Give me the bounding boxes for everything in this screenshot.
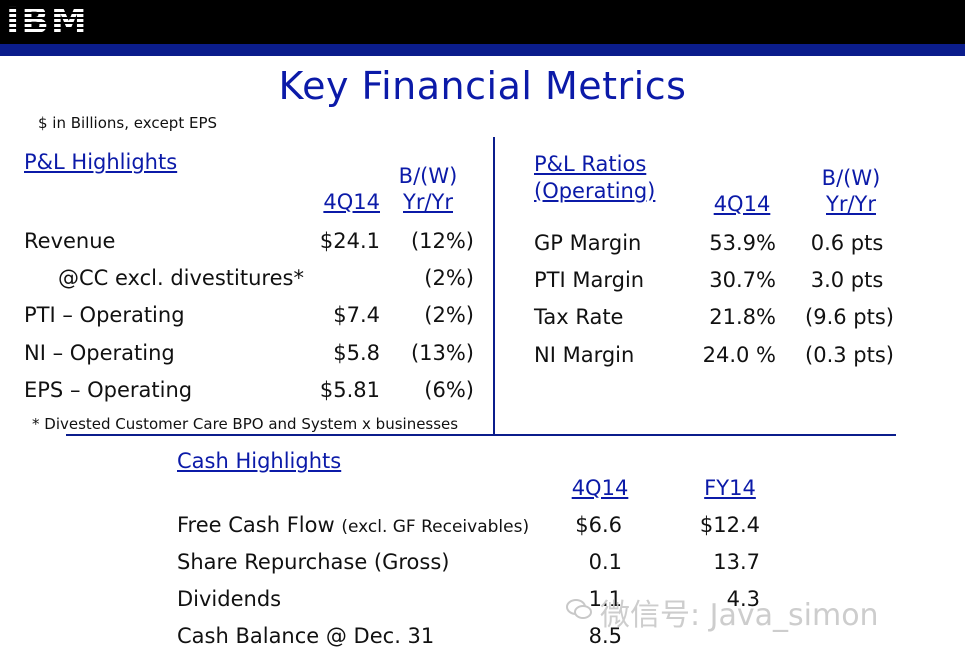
pl-row-change: (12%) [410, 229, 474, 253]
ratios-row-value: 24.0 % [702, 343, 776, 367]
pl-row-value: $5.8 [333, 341, 380, 365]
cash-row-fy: $12.4 [699, 513, 760, 537]
pl-col-bw-bottom: Yr/Yr [403, 190, 453, 214]
page-title: Key Financial Metrics [278, 64, 687, 108]
pl-col-bw-top: B/(W) [398, 164, 458, 188]
ratios-row-label: GP Margin [534, 231, 642, 255]
ratios-row-change: (0.3 pts) [805, 343, 894, 367]
pl-row-label: @CC excl. divestitures* [58, 266, 304, 290]
ratios-row-change: 3.0 pts [810, 268, 884, 292]
pl-col-period: 4Q14 [323, 190, 380, 214]
pl-highlights-heading: P&L Highlights [24, 150, 178, 174]
cash-row-fy: 13.7 [713, 550, 760, 574]
cash-row-label: Dividends [177, 587, 282, 611]
pl-row-change: (13%) [410, 341, 474, 365]
horizontal-divider [66, 434, 896, 436]
pl-row-value: $5.81 [319, 378, 380, 402]
ratios-row-label: NI Margin [534, 343, 635, 367]
cash-highlights-heading: Cash Highlights [177, 449, 342, 473]
header-blue-strip [0, 44, 965, 56]
pl-row-change: (2%) [424, 303, 474, 327]
pl-ratios-heading-line1: P&L Ratios [534, 152, 647, 176]
pl-row-label: Revenue [24, 229, 116, 253]
pl-row-label: PTI – Operating [24, 303, 185, 327]
pl-row-value: $24.1 [319, 229, 380, 253]
ratios-row-value: 30.7% [709, 268, 776, 292]
cash-row-label-main: Free Cash Flow [177, 513, 335, 537]
cash-row-label-small: (excl. GF Receivables) [341, 517, 530, 537]
ratios-row-change: 0.6 pts [810, 231, 884, 255]
header-bar: IBM [0, 0, 965, 56]
pl-row-label: EPS – Operating [24, 378, 193, 402]
watermark: 微信号: Java_simon [600, 598, 879, 633]
pl-row-value: $7.4 [333, 303, 380, 327]
cash-row-label: Cash Balance @ Dec. 31 [177, 624, 435, 648]
ratios-col-bw-top: B/(W) [821, 166, 881, 190]
cash-row-label: Share Repurchase (Gross) [177, 550, 450, 574]
footnote: * Divested Customer Care BPO and System … [32, 415, 459, 433]
ratios-col-period: 4Q14 [713, 192, 771, 216]
ratios-row-change: (9.6 pts) [805, 305, 894, 329]
ratios-row-value: 53.9% [709, 231, 776, 255]
ratios-row-label: Tax Rate [534, 305, 624, 329]
cash-col-q: 4Q14 [571, 476, 629, 500]
ratios-col-bw-bottom: Yr/Yr [826, 192, 876, 216]
ratios-row-value: 21.8% [709, 305, 776, 329]
cash-row-q: 8.5 [588, 624, 622, 648]
cash-row-label: Free Cash Flow (excl. GF Receivables) [177, 513, 529, 537]
units-note: $ in Billions, except EPS [38, 114, 218, 132]
pl-row-change: (2%) [424, 266, 474, 290]
cash-col-fy: FY14 [704, 476, 756, 500]
vertical-divider [493, 137, 495, 435]
cash-row-q: 1.1 [588, 587, 622, 611]
wechat-icon [566, 599, 592, 619]
pl-row-change: (6%) [424, 378, 474, 402]
ibm-logo: IBM [6, 1, 89, 42]
cash-row-q: $6.6 [575, 513, 622, 537]
ratios-row-label: PTI Margin [534, 268, 645, 292]
pl-ratios-heading-line2: (Operating) [534, 179, 656, 203]
cash-row-q: 0.1 [588, 550, 622, 574]
cash-row-fy: 4.3 [726, 587, 760, 611]
pl-row-label: NI – Operating [24, 341, 175, 365]
